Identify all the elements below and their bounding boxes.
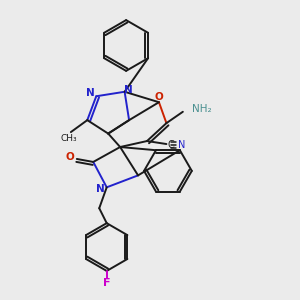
Text: N: N — [96, 184, 105, 194]
Text: F: F — [103, 278, 110, 288]
Text: N: N — [178, 140, 185, 150]
Text: N: N — [124, 85, 133, 95]
Text: NH₂: NH₂ — [192, 104, 212, 114]
Text: O: O — [66, 152, 75, 163]
Text: C: C — [167, 140, 174, 150]
Text: CH₃: CH₃ — [60, 134, 77, 143]
Text: O: O — [154, 92, 163, 102]
Text: N: N — [86, 88, 95, 98]
